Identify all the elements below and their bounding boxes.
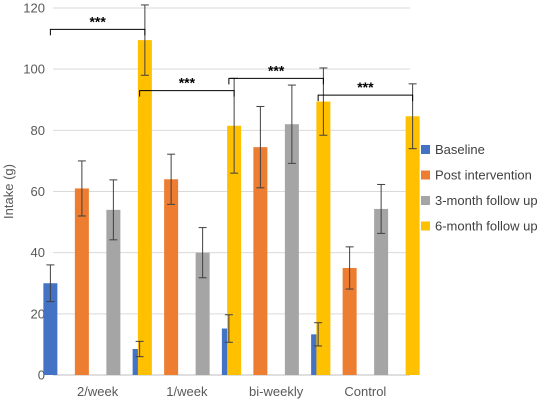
legend-swatch: [421, 170, 430, 180]
x-tick-label: 1/week: [166, 384, 208, 399]
y-tick-label: 40: [31, 245, 45, 260]
y-tick-label: 20: [31, 306, 45, 321]
significance-label: ***: [179, 75, 196, 91]
legend-label: Baseline: [435, 142, 485, 157]
bar: [405, 116, 420, 375]
legend-label: Post intervention: [435, 168, 532, 183]
legend-swatch: [421, 145, 430, 154]
bar: [106, 209, 121, 375]
y-axis-title: Intake (g): [1, 164, 16, 219]
y-tick-label: 60: [31, 184, 45, 199]
legend-label: 6-month follow up: [435, 219, 538, 234]
x-axis-ticks: 2/week 1/week bi-weekly Control: [77, 384, 386, 399]
bar: [195, 252, 210, 375]
bar: [374, 208, 389, 375]
bar: [43, 283, 58, 375]
x-tick-label: bi-weekly: [249, 384, 304, 399]
legend-item: 6-month follow up: [421, 219, 538, 234]
y-tick-label: 120: [23, 1, 45, 16]
y-tick-label: 0: [38, 368, 45, 383]
bar: [227, 125, 242, 375]
x-tick-label: 2/week: [77, 384, 119, 399]
bar: [342, 267, 357, 375]
y-axis-ticks: 0 20 40 60 80 100 120: [23, 1, 45, 383]
significance-label: ***: [357, 79, 374, 95]
legend-swatch: [421, 221, 430, 231]
bars: [43, 40, 420, 376]
bar: [284, 124, 299, 375]
legend-item: 3-month follow up: [421, 193, 538, 208]
bar: [253, 147, 268, 375]
significance-label: ***: [268, 62, 285, 78]
bar: [74, 188, 89, 375]
y-tick-label: 80: [31, 123, 45, 138]
bar: [137, 40, 152, 376]
bar: [316, 101, 331, 376]
significance-bracket: [228, 77, 324, 85]
legend: Baseline Post intervention 3-month follow …: [421, 142, 538, 234]
significance-bracket: [49, 28, 146, 36]
significance-bracket: [139, 90, 235, 97]
legend-item: Baseline: [421, 142, 485, 157]
significance-annotations: *** *** *** ***: [49, 13, 414, 102]
bar: [164, 179, 179, 375]
significance-label: ***: [89, 13, 106, 29]
legend-label: 3-month follow up: [435, 193, 538, 208]
significance-bracket: [317, 94, 414, 102]
legend-item: Post intervention: [421, 168, 532, 183]
y-tick-label: 100: [23, 62, 45, 77]
x-tick-label: Control: [344, 384, 386, 399]
legend-swatch: [421, 196, 430, 205]
